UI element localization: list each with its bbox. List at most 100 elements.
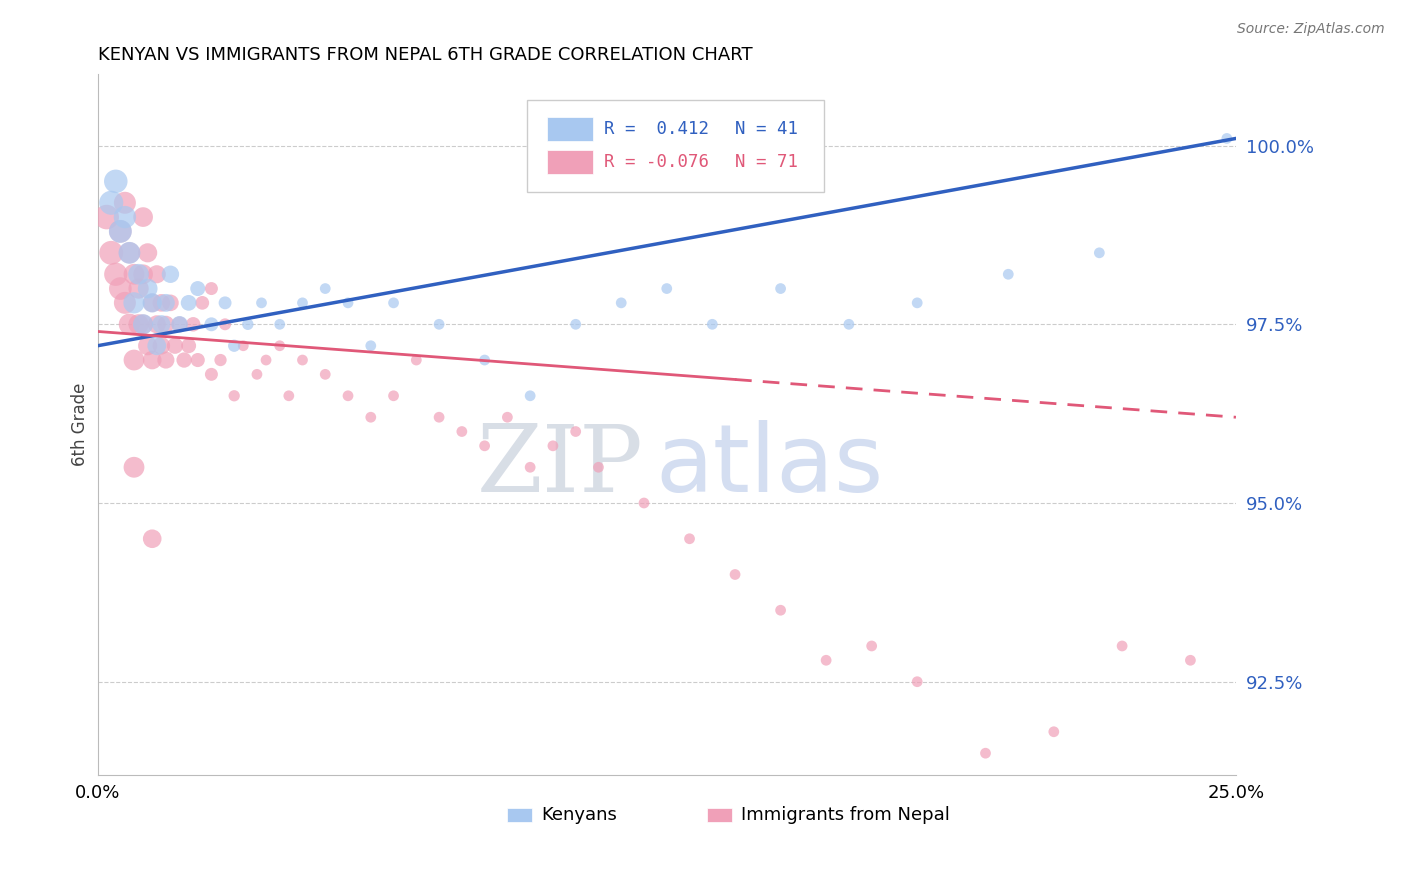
Point xyxy=(159,267,181,281)
Point xyxy=(337,389,360,403)
Point xyxy=(200,368,222,382)
Point xyxy=(110,224,132,238)
Point xyxy=(128,318,150,332)
Point xyxy=(678,532,700,546)
Point xyxy=(100,245,122,260)
Point xyxy=(150,296,173,310)
Point xyxy=(974,746,997,760)
Point xyxy=(769,603,792,617)
Point xyxy=(224,339,246,353)
Point xyxy=(163,339,186,353)
Point xyxy=(145,339,167,353)
Point xyxy=(905,296,928,310)
Point xyxy=(997,267,1019,281)
Point xyxy=(155,318,177,332)
Point xyxy=(118,245,141,260)
Bar xyxy=(547,151,593,174)
Point xyxy=(150,318,173,332)
Point xyxy=(177,296,200,310)
Point xyxy=(110,281,132,295)
Point xyxy=(141,296,163,310)
Point xyxy=(141,532,163,546)
Point xyxy=(214,296,236,310)
Point xyxy=(150,339,173,353)
Point xyxy=(187,281,209,295)
Point xyxy=(564,318,586,332)
Point xyxy=(173,353,195,368)
Point xyxy=(236,318,259,332)
Point xyxy=(114,195,136,210)
Point xyxy=(132,318,155,332)
Point xyxy=(905,674,928,689)
Point xyxy=(1043,724,1066,739)
Point xyxy=(224,389,246,403)
Point xyxy=(291,353,314,368)
Text: R = -0.076: R = -0.076 xyxy=(605,153,709,171)
Text: Source: ZipAtlas.com: Source: ZipAtlas.com xyxy=(1237,22,1385,37)
Text: R =  0.412: R = 0.412 xyxy=(605,120,709,137)
Point xyxy=(405,353,427,368)
Point xyxy=(128,267,150,281)
Point xyxy=(519,389,541,403)
Point xyxy=(564,425,586,439)
Point xyxy=(314,368,336,382)
Point xyxy=(136,245,159,260)
Point xyxy=(246,368,269,382)
Point xyxy=(104,267,127,281)
Point xyxy=(118,245,141,260)
Point xyxy=(769,281,792,295)
Bar xyxy=(707,808,731,822)
Point xyxy=(815,653,838,667)
Point xyxy=(122,353,145,368)
Point xyxy=(122,267,145,281)
Point xyxy=(427,410,450,425)
Point xyxy=(610,296,633,310)
Text: Kenyans: Kenyans xyxy=(541,806,617,824)
Point xyxy=(104,174,127,188)
Point xyxy=(277,389,299,403)
Point xyxy=(118,318,141,332)
Point xyxy=(114,296,136,310)
Text: Immigrants from Nepal: Immigrants from Nepal xyxy=(741,806,949,824)
Point xyxy=(382,296,405,310)
Point xyxy=(169,318,191,332)
Point xyxy=(177,339,200,353)
Point xyxy=(1111,639,1133,653)
Point xyxy=(200,318,222,332)
Text: N = 71: N = 71 xyxy=(735,153,799,171)
Point xyxy=(132,210,155,224)
Point xyxy=(114,210,136,224)
Point xyxy=(136,339,159,353)
Point xyxy=(1088,245,1111,260)
Point xyxy=(474,353,496,368)
Point xyxy=(141,353,163,368)
Point xyxy=(141,296,163,310)
Point xyxy=(838,318,860,332)
Point xyxy=(155,296,177,310)
Point xyxy=(1216,131,1239,145)
Point xyxy=(360,410,382,425)
Point xyxy=(132,267,155,281)
Point xyxy=(337,296,360,310)
Point xyxy=(181,318,204,332)
Point xyxy=(724,567,747,582)
Text: N = 41: N = 41 xyxy=(735,120,799,137)
Point xyxy=(633,496,655,510)
Point xyxy=(214,318,236,332)
Point xyxy=(96,210,118,224)
Point xyxy=(314,281,336,295)
Point xyxy=(269,318,291,332)
Point xyxy=(128,281,150,295)
FancyBboxPatch shape xyxy=(527,100,824,192)
Point xyxy=(450,425,472,439)
Point xyxy=(702,318,724,332)
Point xyxy=(655,281,678,295)
Point xyxy=(860,639,883,653)
Point xyxy=(360,339,382,353)
Point xyxy=(159,296,181,310)
Point xyxy=(541,439,564,453)
Point xyxy=(100,195,122,210)
Point xyxy=(187,353,209,368)
Point xyxy=(209,353,232,368)
Text: KENYAN VS IMMIGRANTS FROM NEPAL 6TH GRADE CORRELATION CHART: KENYAN VS IMMIGRANTS FROM NEPAL 6TH GRAD… xyxy=(97,46,752,64)
